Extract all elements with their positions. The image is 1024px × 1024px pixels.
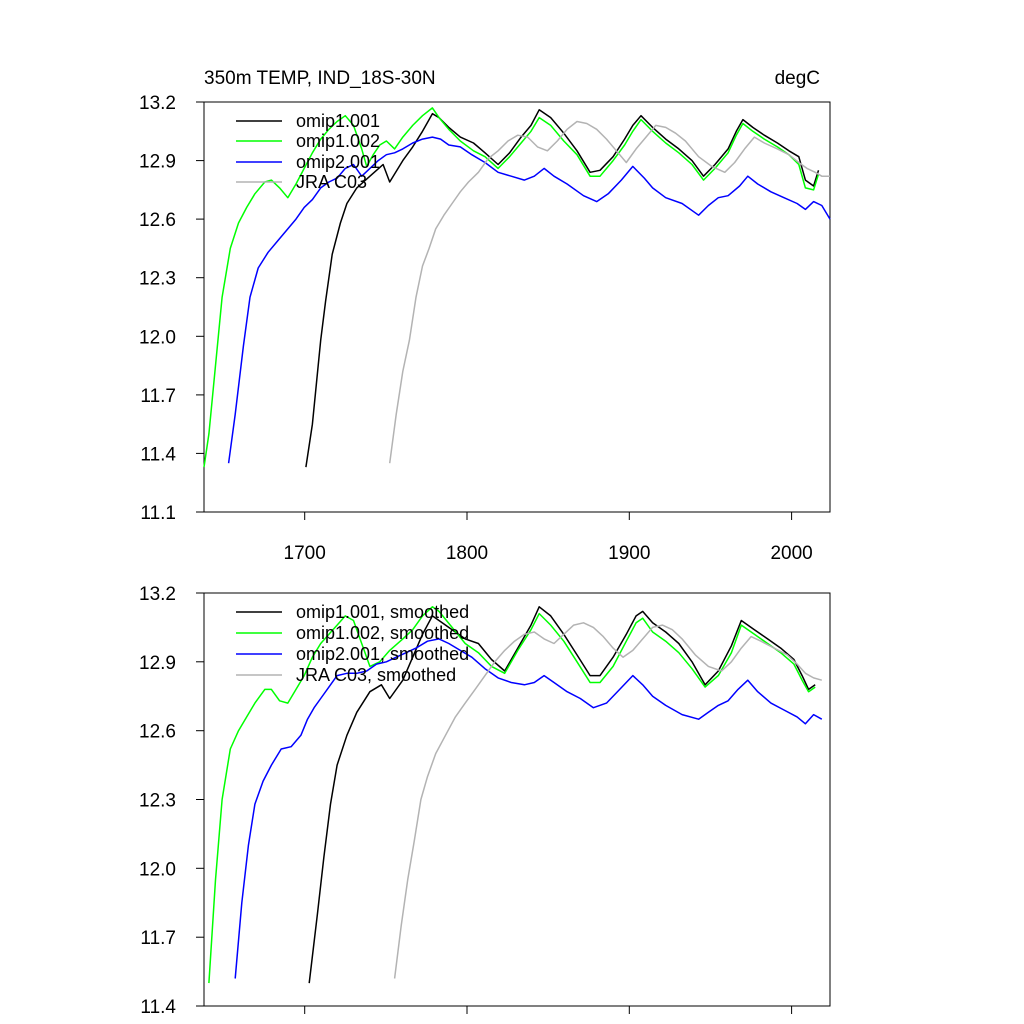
legend-label-omip1-001-smoothed: omip1.001, smoothed bbox=[296, 602, 469, 622]
bottom-y-tick-label: 12.6 bbox=[139, 722, 176, 743]
bottom-y-tick-label: 12.0 bbox=[139, 859, 176, 880]
legend-label-jra-c03: JRA C03 bbox=[296, 172, 367, 192]
legend-label-omip1-002: omip1.002 bbox=[296, 131, 380, 151]
top-x-tick-label: 1900 bbox=[608, 543, 650, 564]
series-line-jra-c03-smoothed bbox=[393, 622, 823, 979]
top-y-tick-label: 11.1 bbox=[140, 503, 176, 524]
bottom-legend: omip1.001, smoothed omip1.002, smoothed … bbox=[236, 602, 469, 685]
top-y-tick-label: 12.0 bbox=[139, 327, 176, 348]
series-line-omip2-001-smoothed bbox=[234, 638, 823, 979]
top-chart-title: 350m TEMP, IND_18S-30N bbox=[204, 68, 436, 89]
bottom-x-ticks bbox=[304, 1006, 793, 1014]
top-y-tick-label: 12.6 bbox=[139, 210, 176, 231]
series-line-omip1-001-smoothed bbox=[308, 606, 816, 984]
bottom-y-tick-label: 12.9 bbox=[139, 653, 176, 674]
series-line-omip1-002 bbox=[203, 107, 820, 468]
top-y-tick-label: 13.2 bbox=[139, 93, 176, 114]
legend-label-omip2-001-smoothed: omip2.001, smoothed bbox=[296, 644, 469, 664]
series-line-omip2-001 bbox=[227, 136, 831, 464]
series-line-omip1-002-smoothed bbox=[208, 606, 816, 984]
bottom-y-ticks bbox=[196, 592, 204, 1007]
top-y-tick-label: 11.7 bbox=[140, 386, 176, 407]
bottom-y-tick-labels: 13.2 12.9 12.6 12.3 12.0 11.7 11.4 bbox=[139, 584, 176, 1018]
top-x-ticks bbox=[304, 512, 793, 520]
bottom-y-tick-label: 13.2 bbox=[139, 584, 176, 605]
top-x-tick-labels: 1700 1800 1900 2000 bbox=[284, 543, 813, 564]
top-x-tick-label: 1800 bbox=[446, 543, 488, 564]
bottom-y-tick-label: 12.3 bbox=[139, 791, 176, 812]
top-legend: omip1.001 omip1.002 omip2.001 JRA C03 bbox=[236, 111, 380, 192]
legend-label-omip1-002-smoothed: omip1.002, smoothed bbox=[296, 623, 469, 643]
bottom-y-tick-label: 11.4 bbox=[140, 997, 176, 1018]
bottom-panel: 13.2 12.9 12.6 12.3 12.0 11.7 11.4 omip1… bbox=[139, 584, 831, 1018]
series-line-omip1-001 bbox=[305, 109, 820, 468]
top-x-tick-label: 1700 bbox=[284, 543, 326, 564]
top-y-tick-label: 12.9 bbox=[139, 152, 176, 173]
legend-label-omip1-001: omip1.001 bbox=[296, 111, 380, 131]
top-chart-units: degC bbox=[775, 68, 820, 89]
top-y-tick-label: 11.4 bbox=[140, 444, 176, 465]
top-y-ticks bbox=[196, 101, 204, 513]
legend-label-omip2-001: omip2.001 bbox=[296, 152, 380, 172]
top-y-tick-labels: 13.2 12.9 12.6 12.3 12.0 11.7 11.4 11.1 bbox=[139, 93, 176, 524]
top-y-tick-label: 12.3 bbox=[139, 269, 176, 290]
top-plot-frame bbox=[203, 101, 831, 513]
legend-label-jra-c03-smoothed: JRA C03, smoothed bbox=[296, 665, 456, 685]
series-line-jra-c03 bbox=[388, 120, 830, 464]
top-series-group bbox=[203, 107, 831, 468]
bottom-series-group bbox=[208, 606, 823, 984]
top-x-tick-label: 2000 bbox=[770, 543, 812, 564]
bottom-y-tick-label: 11.7 bbox=[140, 928, 176, 949]
top-panel: 350m TEMP, IND_18S-30N degC 13.2 12.9 12… bbox=[139, 68, 831, 564]
